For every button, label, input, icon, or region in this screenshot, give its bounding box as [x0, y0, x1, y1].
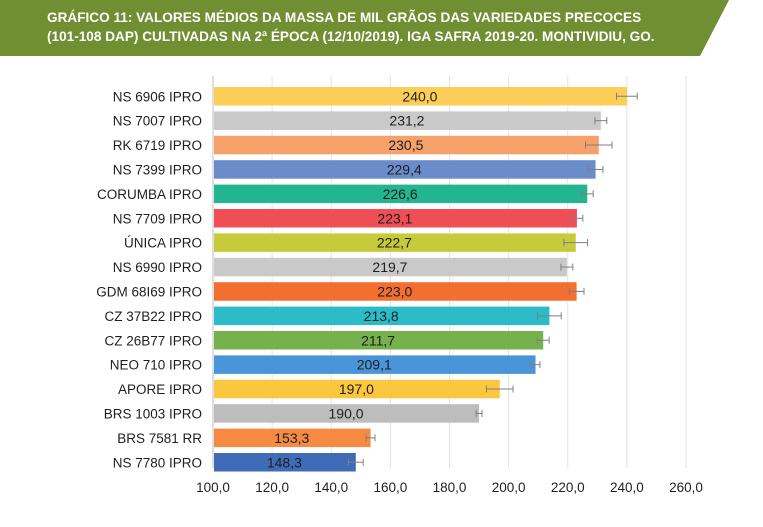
- data-label: 197,0: [339, 381, 374, 397]
- data-label: 219,7: [372, 259, 407, 275]
- bar: [214, 111, 601, 130]
- bar: [214, 135, 599, 155]
- header-band-fill: [0, 0, 729, 56]
- data-label: 209,1: [357, 357, 392, 373]
- data-label: 211,7: [361, 332, 395, 348]
- data-label: 153,3: [274, 430, 309, 446]
- category-label: NS 6990 IPRO: [113, 260, 202, 275]
- x-tick-label: 240,0: [610, 480, 644, 495]
- chart-title-line1: GRÁFICO 11: VALORES MÉDIOS DA MASSA DE M…: [47, 10, 642, 25]
- data-label: 148,3: [267, 454, 302, 470]
- bar-chart: 240,0 NS 6906 IPRO 231,2 NS 7007 IPRO 230,5 R…: [96, 76, 703, 495]
- bar: [214, 282, 577, 301]
- bar: [214, 306, 550, 326]
- bar: [214, 453, 356, 472]
- chart-title: GRÁFICO 11: VALORES MÉDIOS DA MASSA DE M…: [47, 8, 737, 46]
- x-tick-label: 220,0: [551, 480, 585, 495]
- category-label: NS 7709 IPRO: [113, 211, 202, 226]
- x-tick-label: 160,0: [373, 480, 407, 495]
- chart-title-line2: (101-108 DAP) CULTIVADAS NA 2ª ÉPOCA (12…: [47, 29, 655, 44]
- category-label: NS 7007 IPRO: [113, 114, 202, 129]
- x-tick-label: 100,0: [196, 480, 230, 495]
- header-band: GRÁFICO 11: VALORES MÉDIOS DA MASSA DE M…: [0, 0, 763, 58]
- data-label: 213,8: [364, 308, 399, 324]
- data-label: 226,6: [383, 186, 418, 202]
- category-label: GDM 68I69 IPRO: [96, 284, 202, 299]
- category-label: APORE IPRO: [118, 382, 202, 397]
- bar: [214, 257, 567, 277]
- header-band-shape: [0, 0, 729, 56]
- category-label: BRS 7581 RR: [117, 431, 202, 446]
- bar: [214, 428, 371, 448]
- data-label: 223,1: [377, 210, 412, 226]
- bar: [214, 233, 576, 252]
- x-tick-label: 200,0: [492, 480, 526, 495]
- bar: [214, 404, 480, 423]
- category-label: NEO 710 IPRO: [110, 358, 202, 373]
- category-label: BRS 1003 IPRO: [104, 406, 202, 421]
- bar: [214, 160, 596, 179]
- category-label: NS 6906 IPRO: [113, 89, 202, 104]
- x-tick-label: 120,0: [255, 480, 289, 495]
- category-label: CORUMBA IPRO: [97, 187, 202, 202]
- bar: [214, 379, 500, 399]
- category-label: NS 7780 IPRO: [113, 455, 202, 470]
- bar: [214, 355, 536, 374]
- data-label: 229,4: [387, 161, 422, 177]
- data-label: 240,0: [402, 88, 437, 104]
- data-label: 223,0: [377, 283, 412, 299]
- bar: [214, 184, 588, 204]
- category-label: NS 7399 IPRO: [113, 162, 202, 177]
- bar: [214, 87, 627, 106]
- data-label: 190,0: [329, 405, 364, 421]
- category-label: RK 6719 IPRO: [113, 138, 202, 153]
- x-tick-label: 140,0: [314, 480, 348, 495]
- category-label: CZ 37B22 IPRO: [104, 309, 202, 324]
- x-tick-label: 260,0: [669, 480, 703, 495]
- data-label: 231,2: [389, 113, 424, 129]
- category-label: ÚNICA IPRO: [124, 236, 202, 251]
- bar: [214, 209, 577, 228]
- x-tick-label: 180,0: [433, 480, 467, 495]
- data-label: 230,5: [388, 137, 423, 153]
- category-label: CZ 26B77 IPRO: [104, 333, 202, 348]
- bar: [214, 331, 544, 350]
- data-label: 222,7: [377, 235, 412, 251]
